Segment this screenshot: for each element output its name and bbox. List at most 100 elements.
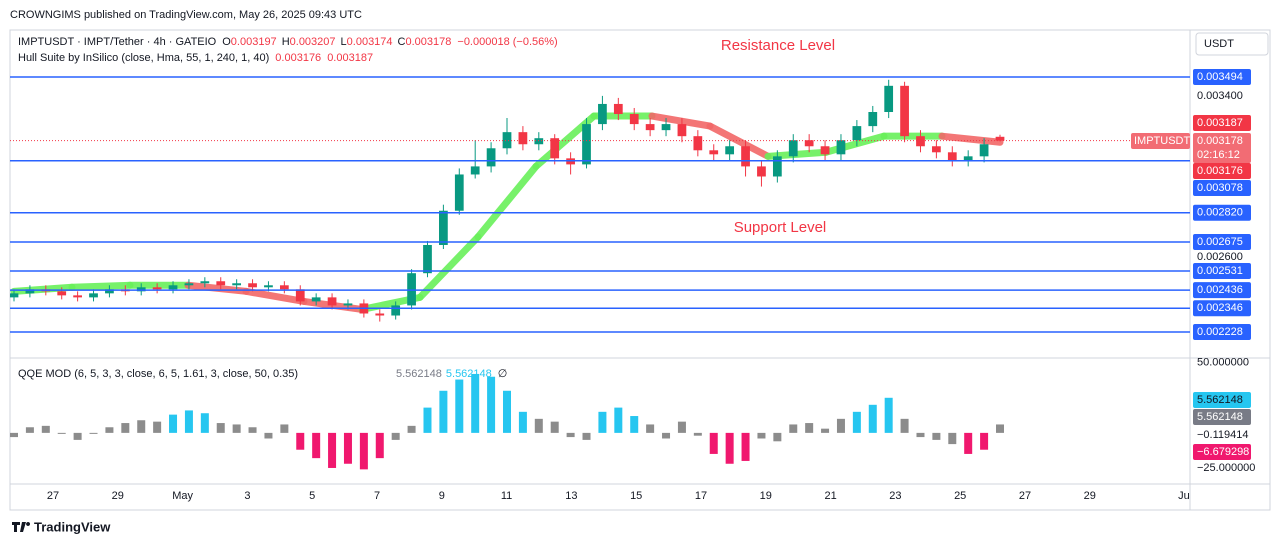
date-label: Jun [1178, 490, 1196, 502]
level-label-bg [1193, 180, 1251, 196]
candle-body [423, 244, 432, 274]
hull-tag: 0.003176 [1197, 165, 1243, 177]
candle-body [645, 124, 655, 131]
candle-body [979, 144, 989, 157]
candle-body [820, 146, 830, 155]
price-tag-bg [1193, 133, 1251, 163]
candle-body [439, 210, 448, 245]
candle-body [343, 303, 353, 306]
candle-body [375, 313, 385, 316]
level-label-bg [1193, 282, 1251, 299]
candle-body [995, 136, 1005, 141]
candle-body [916, 136, 925, 147]
qqe-bar [741, 432, 750, 461]
qqe-bar [169, 414, 178, 433]
resistance-annotation: Resistance Level [721, 37, 835, 54]
candle-body [868, 112, 878, 127]
hull-segment [416, 233, 482, 301]
qqe-bar [184, 410, 193, 433]
qqe-side-label: 5.562148 [1197, 394, 1243, 406]
qqe-bar [598, 411, 607, 433]
qqe-bar [471, 373, 480, 433]
qqe-bar [216, 423, 225, 433]
currency[interactable]: USDT [1204, 38, 1234, 50]
qqe-bar [487, 376, 496, 433]
qqe-side-label-bg [1193, 409, 1251, 425]
candle-body [884, 85, 894, 113]
qqe-bar [757, 432, 766, 439]
ticker-tag: IMPTUSDT [1134, 135, 1191, 147]
level-label: 0.003494 [1197, 71, 1243, 83]
candle-body [89, 293, 98, 298]
candle-body [232, 283, 242, 286]
countdown: 02:16:12 [1197, 149, 1240, 161]
hull-segment [68, 281, 134, 291]
y-tick-label: 0.002600 [1197, 251, 1243, 263]
qqe-bar [932, 432, 941, 440]
candle-body [852, 126, 862, 141]
date-label: 29 [1084, 490, 1096, 502]
qqe-bar [10, 432, 18, 438]
level-label-bg [1193, 68, 1251, 85]
qqe-bar [582, 432, 591, 440]
level-label-bg [1193, 300, 1251, 317]
candle-body [470, 166, 480, 175]
level-label: 0.002436 [1197, 284, 1243, 296]
candle-body [709, 150, 719, 155]
qqe-bar [900, 418, 909, 433]
candle-body [264, 285, 273, 288]
qqe-legend: QQE MOD (6, 5, 3, 3, close, 6, 5, 1.61, … [18, 368, 507, 380]
level-label-bg [1193, 204, 1251, 221]
candle-body [613, 103, 623, 115]
qqe-bar [25, 427, 34, 433]
qqe-bar [614, 407, 623, 433]
candle-body [105, 289, 114, 294]
candle-body [327, 297, 337, 306]
price-tag: 0.003178 [1197, 135, 1243, 147]
qqe-bar [375, 432, 384, 459]
candle-body [534, 138, 544, 145]
qqe-bar [566, 432, 575, 438]
date-label: 5 [309, 490, 315, 502]
symbol-legend: IMPTUSDT · IMPT/Tether · 4h · GATEIO O0.0… [18, 36, 558, 48]
date-label: 9 [439, 490, 445, 502]
qqe-bar [391, 432, 400, 440]
level-label: 0.002228 [1197, 326, 1243, 338]
candle-body [947, 152, 957, 161]
candle-body [57, 291, 67, 296]
qqe-tick-label: 50.000000 [1197, 357, 1249, 369]
candle-body [407, 273, 416, 306]
qqe-bar [677, 421, 686, 433]
level-label-bg [1193, 262, 1251, 279]
candle-body [963, 156, 973, 161]
qqe-bar [709, 432, 718, 454]
currency-button[interactable] [1195, 32, 1269, 56]
candle-body [661, 124, 671, 131]
candle-body [741, 146, 750, 167]
candle-body [693, 136, 703, 151]
hull-segment [648, 112, 714, 130]
candle-body [932, 146, 941, 153]
qqe-bar [916, 432, 925, 438]
qqe-bar [296, 432, 305, 450]
candle-body [136, 287, 146, 292]
hull-tag: 0.003187 [1197, 117, 1243, 129]
qqe-bar [821, 428, 830, 433]
qqe-bar [980, 432, 989, 450]
hull-segment [474, 162, 540, 241]
candle-body [454, 174, 464, 211]
candle-body [518, 132, 528, 145]
hull-segment [822, 132, 888, 156]
candle-body [836, 140, 846, 155]
qqe-tick-label: −25.000000 [1197, 462, 1255, 474]
qqe-bar [964, 432, 973, 454]
date-label: 19 [760, 490, 772, 502]
level-label: 0.002820 [1197, 207, 1243, 219]
qqe-bar [248, 427, 257, 433]
date-label: 17 [695, 490, 707, 502]
qqe-bar [789, 424, 798, 433]
candle-body [216, 281, 226, 286]
candle-body [900, 85, 909, 137]
candle-body [788, 140, 798, 157]
